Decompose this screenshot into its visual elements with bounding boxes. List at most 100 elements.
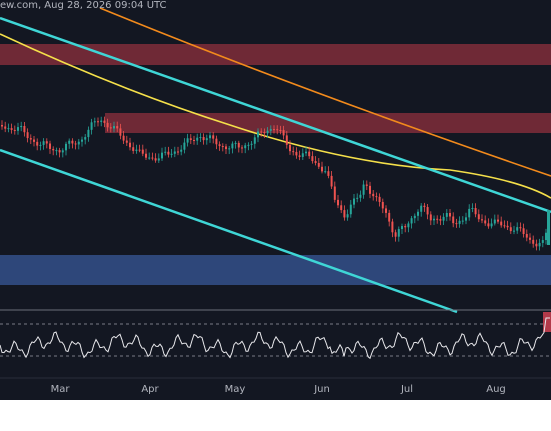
candle-body: [61, 150, 64, 153]
candle-body: [452, 216, 455, 224]
candle-body: [23, 125, 26, 133]
candle-body: [285, 135, 288, 145]
candle-body: [186, 138, 189, 143]
candle-body: [65, 143, 67, 151]
candle-body: [266, 130, 269, 134]
candle-body: [298, 155, 301, 157]
candle-body: [436, 218, 439, 220]
candle-body: [484, 220, 487, 224]
candle-body: [289, 144, 291, 152]
candle-body: [228, 148, 231, 150]
candle-body: [375, 196, 378, 198]
candle-body: [481, 219, 483, 221]
candle-body: [42, 141, 45, 145]
candle-body: [257, 131, 259, 138]
x-tick-label: Apr: [141, 384, 159, 395]
candle-body: [167, 151, 170, 155]
candle-body: [52, 148, 55, 151]
candle-body: [490, 223, 493, 227]
candle-body: [525, 234, 528, 238]
candle-body: [545, 232, 547, 241]
candle-body: [253, 137, 256, 144]
candle-body: [292, 151, 295, 153]
rsi-line: [0, 317, 550, 360]
candle-body: [141, 149, 144, 154]
candle-body: [538, 242, 541, 247]
candle-body: [410, 218, 413, 224]
candle-body: [385, 208, 387, 213]
candle-body: [305, 151, 307, 154]
candle-body: [196, 137, 199, 141]
channel-upper: [0, 16, 551, 214]
candle-body: [183, 142, 186, 150]
candle-body: [148, 157, 151, 159]
candle-body: [471, 208, 474, 210]
candle-body: [324, 171, 327, 173]
candle-body: [263, 131, 266, 134]
support-zone: [0, 255, 551, 285]
candle-body: [359, 194, 362, 198]
candle-body: [161, 152, 163, 159]
candle-body: [458, 220, 461, 224]
candle-body: [180, 149, 183, 152]
candle-body: [461, 220, 464, 222]
candle-body: [173, 151, 176, 154]
candle-body: [465, 217, 467, 221]
candle-body: [477, 214, 480, 220]
candle-body: [13, 129, 16, 131]
candle-body: [157, 158, 160, 161]
candle-body: [276, 129, 279, 131]
candle-body: [519, 227, 522, 229]
candle-body: [420, 205, 423, 212]
candle-body: [343, 210, 346, 218]
candle-body: [90, 122, 93, 130]
candle-body: [71, 140, 74, 144]
candle-body: [349, 204, 352, 215]
candle-body: [365, 184, 368, 186]
candle-body: [260, 131, 263, 133]
candle-body: [221, 146, 224, 148]
candle-body: [442, 216, 445, 221]
candle-body: [426, 207, 429, 215]
candle-body: [535, 243, 538, 247]
x-tick-label: Aug: [486, 384, 506, 395]
candle-body: [433, 218, 435, 221]
candle-body: [7, 128, 10, 130]
candle-body: [503, 225, 506, 227]
candle-body: [231, 143, 234, 149]
candle-body: [132, 147, 135, 151]
candle-body: [122, 135, 125, 141]
background: [0, 0, 551, 400]
candle-body: [151, 157, 154, 159]
candle-body: [547, 210, 550, 245]
candle-body: [445, 213, 448, 217]
candle-body: [20, 125, 23, 128]
candle-body: [394, 232, 397, 237]
resistance-zone: [0, 44, 551, 65]
candle-body: [337, 199, 339, 206]
candle-body: [119, 128, 122, 136]
candle-body: [417, 211, 419, 216]
candle-body: [397, 229, 400, 237]
candle-body: [45, 141, 48, 144]
candle-body: [241, 147, 243, 149]
candle-body: [81, 139, 83, 142]
candle-body: [314, 161, 317, 164]
x-tick-label: Jun: [313, 384, 330, 395]
chart: ew.com, Aug 28, 2026 09:04 UTC Mar Apr May…: [0, 0, 551, 400]
candle-body: [77, 141, 80, 145]
x-axis: Mar Apr May Jun Jul Aug: [51, 384, 506, 395]
candle-body: [378, 196, 381, 202]
candle-body: [193, 139, 195, 141]
candle-body: [93, 121, 96, 123]
candle-body: [202, 137, 205, 141]
candle-body: [154, 158, 157, 161]
candle-body: [362, 184, 365, 195]
candle-body: [244, 145, 247, 149]
candle-body: [269, 129, 272, 131]
candle-body: [189, 138, 192, 140]
candle-body: [135, 149, 138, 151]
candle-body: [68, 140, 71, 144]
candle-body: [423, 205, 426, 208]
